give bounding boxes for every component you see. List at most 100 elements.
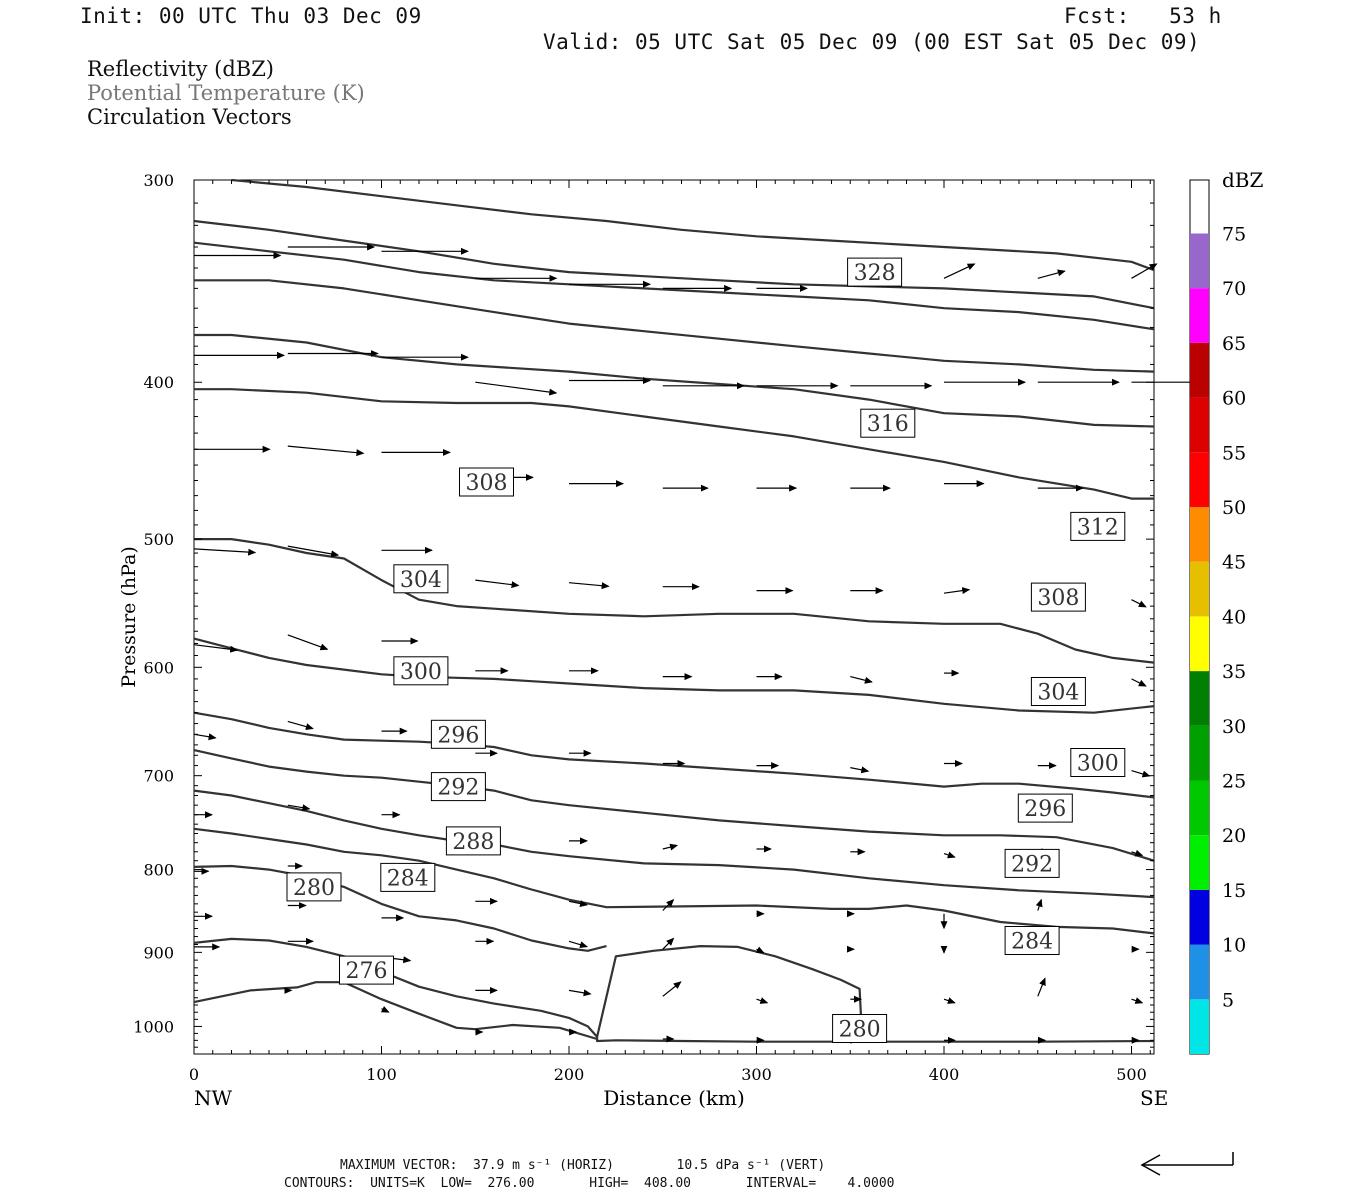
circulation-vector	[1131, 263, 1158, 279]
circulation-vector	[287, 634, 329, 651]
contour-label: 296	[437, 723, 479, 748]
y-tick-label: 500	[143, 530, 174, 549]
y-tick-label: 900	[143, 943, 174, 962]
theta-contour-296	[193, 749, 1155, 862]
init-time: Init: 00 UTC Thu 03 Dec 09	[80, 4, 422, 28]
colorbar-level: 55	[1222, 442, 1246, 464]
circulation-vector	[943, 997, 956, 1004]
contour-label-box	[832, 1014, 888, 1043]
circulation-vector	[1037, 977, 1046, 997]
circulation-vector	[1131, 997, 1144, 1004]
colorbar-level: 65	[1222, 333, 1246, 355]
colorbar-title: dBZ	[1222, 168, 1264, 192]
colorbar-swatch	[1190, 725, 1209, 781]
y-tick-label: 700	[143, 767, 174, 786]
contour-label-box	[445, 826, 501, 856]
circulation-vector	[193, 644, 239, 653]
colorbar-swatch	[1190, 288, 1209, 343]
contour-label-box	[1017, 793, 1073, 823]
circulation-vector	[568, 989, 592, 997]
contour-label-box	[1070, 748, 1126, 777]
colorbar-swatch	[1190, 780, 1209, 836]
contour-label-box	[430, 772, 486, 802]
plot-frame	[193, 179, 1155, 1055]
colorbar-level: 10	[1222, 935, 1246, 957]
circulation-vector	[475, 579, 520, 589]
colorbar-level: 20	[1222, 825, 1246, 847]
circulation-vector	[475, 381, 558, 396]
circulation-vector	[568, 900, 588, 907]
circulation-vector	[380, 1005, 390, 1013]
circulation-vector	[850, 766, 870, 774]
y-tick-label: 300	[143, 171, 174, 190]
theta-contour-312	[194, 388, 1154, 500]
theta-contour-320	[194, 279, 1155, 373]
contour-label-box	[1030, 582, 1086, 612]
contour-label-box	[847, 257, 903, 287]
contour-label-box	[1004, 926, 1060, 955]
contour-label: 304	[1037, 681, 1079, 706]
contour-label-box	[339, 955, 394, 985]
theta-contour-280	[193, 937, 1155, 1043]
y-tick-label: 800	[143, 861, 174, 880]
circulation-vector	[943, 851, 956, 859]
contour-label-box	[286, 872, 342, 902]
contour-label: 296	[1024, 797, 1066, 822]
x-tick-label: 200	[554, 1065, 585, 1084]
theta-contour-308	[194, 538, 1155, 664]
contour-label-box	[1030, 677, 1086, 706]
contour-label: 280	[293, 876, 335, 901]
circulation-vector	[662, 981, 682, 997]
contour-label: 284	[1011, 930, 1053, 955]
colorbar-swatch	[1190, 342, 1209, 398]
circulation-vector	[755, 946, 765, 954]
colorbar-level: 45	[1222, 552, 1246, 574]
contour-label-box	[1004, 848, 1060, 878]
circulation-vector	[943, 587, 971, 595]
contour-label: 312	[1077, 515, 1119, 540]
contour-label-box	[1070, 511, 1126, 541]
contour-label-box	[380, 862, 436, 892]
endpoint-right: SE	[1140, 1086, 1168, 1110]
colorbar-swatch	[1190, 452, 1209, 507]
x-tick-label: 0	[189, 1065, 199, 1084]
x-tick-label: 400	[929, 1065, 960, 1084]
circulation-vector	[1131, 770, 1151, 778]
contour-label: 292	[437, 776, 479, 801]
contour-label: 284	[387, 866, 429, 891]
theta-contour-332	[231, 178, 1155, 272]
circulation-vector	[1037, 269, 1066, 279]
colorbar-swatch	[1190, 561, 1209, 617]
contour-info: CONTOURS: UNITS=K LOW= 276.00 HIGH= 408.…	[284, 1176, 895, 1191]
x-tick-label: 100	[366, 1065, 397, 1084]
y-axis-label: Pressure (hPa)	[118, 546, 140, 688]
contour-label-box	[393, 656, 449, 686]
colorbar-level: 5	[1222, 989, 1234, 1011]
y-tick-label: 600	[143, 658, 174, 677]
colorbar-swatch	[1190, 944, 1209, 1000]
colorbar-swatch	[1190, 999, 1209, 1054]
circulation-vector	[193, 733, 217, 741]
contour-label: 276	[346, 959, 388, 984]
colorbar-level: 50	[1222, 497, 1246, 519]
circulation-vector	[1131, 849, 1144, 857]
circulation-vector	[756, 997, 769, 1004]
field-potential-temperature: Potential Temperature (K)	[87, 81, 365, 105]
circulation-vector	[1035, 898, 1043, 911]
circulation-vector	[287, 720, 314, 731]
field-circulation-vectors: Circulation Vectors	[87, 105, 292, 129]
contour-label: 300	[400, 660, 442, 685]
contour-label: 308	[1037, 586, 1079, 611]
contour-label-box	[459, 467, 514, 497]
reference-vector-head	[1140, 1154, 1161, 1176]
max-vector-info: MAXIMUM VECTOR: 37.9 m s⁻¹ (HORIZ) 10.5 …	[340, 1158, 826, 1173]
contour-label: 316	[867, 412, 909, 437]
circulation-vector	[662, 937, 675, 950]
contour-label: 292	[1011, 852, 1053, 877]
circulation-vector	[287, 445, 365, 457]
circulation-vector	[943, 263, 976, 279]
x-axis-label: Distance (km)	[603, 1086, 745, 1110]
contour-label: 328	[854, 261, 896, 286]
colorbar-swatch	[1190, 507, 1209, 562]
